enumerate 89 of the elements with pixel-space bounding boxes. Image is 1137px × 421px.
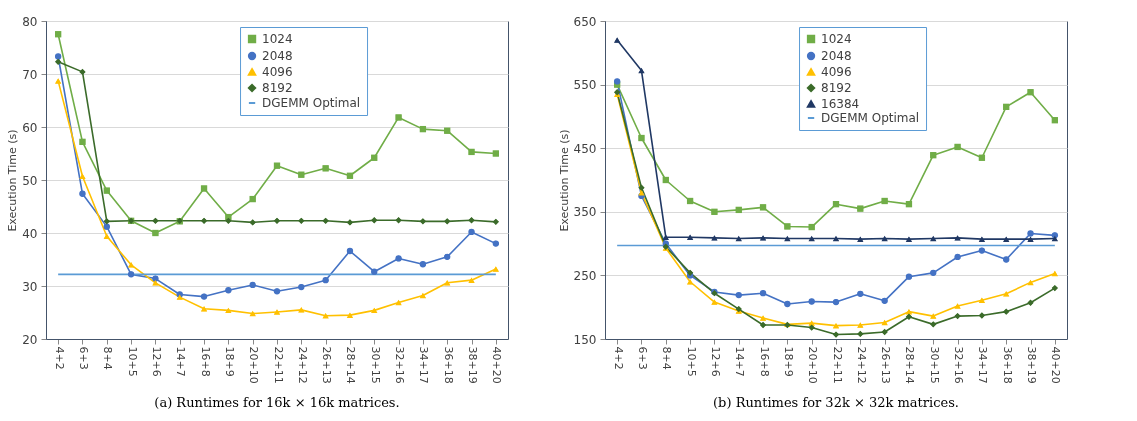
legend-label: 2048 bbox=[821, 49, 852, 63]
x-tick-label: 34+17 bbox=[417, 346, 431, 384]
legend-label: 4096 bbox=[262, 65, 293, 79]
x-tick-label: 16+8 bbox=[198, 346, 212, 377]
x-tick-label: 32+16 bbox=[952, 346, 966, 384]
legend-label: 1024 bbox=[262, 32, 293, 46]
y-tick-label: 50 bbox=[22, 173, 38, 188]
text: (b) Runtimes for 32k × 32k matrices. bbox=[713, 395, 959, 411]
y-tick-label: 20 bbox=[22, 332, 38, 347]
x-tick-label: 22+11 bbox=[830, 346, 844, 384]
y-tick-label: 80 bbox=[22, 14, 38, 29]
x-tick-label: 30+15 bbox=[927, 346, 941, 384]
point bbox=[322, 165, 329, 172]
legend-label: DGEMM Optimal bbox=[262, 96, 361, 110]
y-axis-title: Execution Time (s) bbox=[557, 129, 571, 232]
point bbox=[1027, 236, 1034, 242]
x-tick-label: 32+16 bbox=[393, 346, 407, 384]
x-tick-label: 14+7 bbox=[733, 346, 747, 377]
y-tick-label: 70 bbox=[22, 67, 38, 82]
x-tick-label: 28+14 bbox=[903, 346, 917, 384]
x-tick-label: 26+13 bbox=[320, 346, 334, 384]
x-tick-label: 28+14 bbox=[344, 346, 358, 384]
x-tick-label: 12+6 bbox=[708, 346, 722, 377]
point bbox=[395, 114, 402, 121]
point bbox=[857, 322, 864, 328]
point bbox=[298, 307, 305, 313]
x-tick-label: 26+13 bbox=[879, 346, 893, 384]
y-tick-label: 250 bbox=[573, 268, 597, 283]
x-tick-label: 36+18 bbox=[441, 346, 455, 384]
y-tick-label: 350 bbox=[573, 205, 597, 220]
point bbox=[638, 184, 645, 191]
y-axis-title: Execution Time (s) bbox=[6, 129, 20, 232]
legend-label: 1024 bbox=[821, 32, 852, 46]
x-tick-label: 10+5 bbox=[684, 346, 698, 377]
x-tick-label: 4+2 bbox=[611, 346, 625, 370]
point bbox=[298, 171, 305, 178]
x-tick-label: 24+12 bbox=[854, 346, 868, 384]
point bbox=[711, 299, 718, 305]
point bbox=[1027, 230, 1034, 237]
y-tick-label: 60 bbox=[22, 120, 38, 135]
point bbox=[808, 298, 815, 305]
legend-label: 16384 bbox=[821, 97, 860, 111]
point bbox=[954, 303, 961, 309]
point bbox=[784, 223, 791, 230]
x-tick-label: 20+10 bbox=[247, 346, 261, 384]
x-tick-label: 20+10 bbox=[806, 346, 820, 384]
legend-label: DGEMM Optimal bbox=[821, 111, 920, 125]
x-tick-label: 6+3 bbox=[76, 346, 90, 370]
x-tick-label: 38+19 bbox=[466, 346, 480, 384]
x-tick-label: 8+4 bbox=[660, 346, 674, 370]
point bbox=[468, 277, 475, 283]
x-tick-label: 4+2 bbox=[52, 346, 66, 370]
point bbox=[711, 235, 718, 241]
x-tick-label: 6+3 bbox=[635, 346, 649, 370]
x-tick-label: 18+9 bbox=[222, 346, 236, 377]
x-tick-label: 10+5 bbox=[125, 346, 139, 377]
point bbox=[249, 219, 256, 226]
y-tick-label: 30 bbox=[22, 279, 38, 294]
x-tick-label: 34+17 bbox=[976, 346, 990, 384]
point bbox=[152, 280, 159, 286]
x-tick-label: 12+6 bbox=[149, 346, 163, 377]
y-tick-label: 40 bbox=[22, 226, 38, 241]
legend-label: 8192 bbox=[262, 81, 293, 95]
point bbox=[857, 205, 864, 212]
legend-label: 8192 bbox=[821, 81, 852, 95]
y-tick-label: 550 bbox=[573, 78, 597, 93]
y-tick-label: 450 bbox=[573, 141, 597, 156]
point bbox=[857, 236, 864, 242]
x-tick-label: 18+9 bbox=[781, 346, 795, 377]
point bbox=[152, 275, 159, 282]
y-tick-label: 150 bbox=[573, 332, 597, 347]
x-tick-label: 30+15 bbox=[368, 346, 382, 384]
legend-label: 4096 bbox=[821, 65, 852, 79]
x-tick-label: 36+18 bbox=[1000, 346, 1014, 384]
x-tick-label: 14+7 bbox=[174, 346, 188, 377]
y-tick-label: 650 bbox=[573, 14, 597, 29]
point bbox=[808, 324, 815, 331]
x-tick-label: 22+11 bbox=[271, 346, 285, 384]
legend-label: 2048 bbox=[262, 49, 293, 63]
x-tick-label: 8+4 bbox=[101, 346, 115, 370]
text: (a) Runtimes for 16k × 16k matrices. bbox=[154, 395, 400, 411]
point bbox=[808, 320, 815, 326]
x-tick-label: 40+20 bbox=[1049, 346, 1063, 384]
x-tick-label: 24+12 bbox=[295, 346, 309, 384]
point bbox=[954, 235, 961, 241]
point bbox=[395, 255, 402, 262]
x-tick-label: 40+20 bbox=[490, 346, 504, 384]
x-tick-label: 16+8 bbox=[757, 346, 771, 377]
x-tick-label: 38+19 bbox=[1025, 346, 1039, 384]
